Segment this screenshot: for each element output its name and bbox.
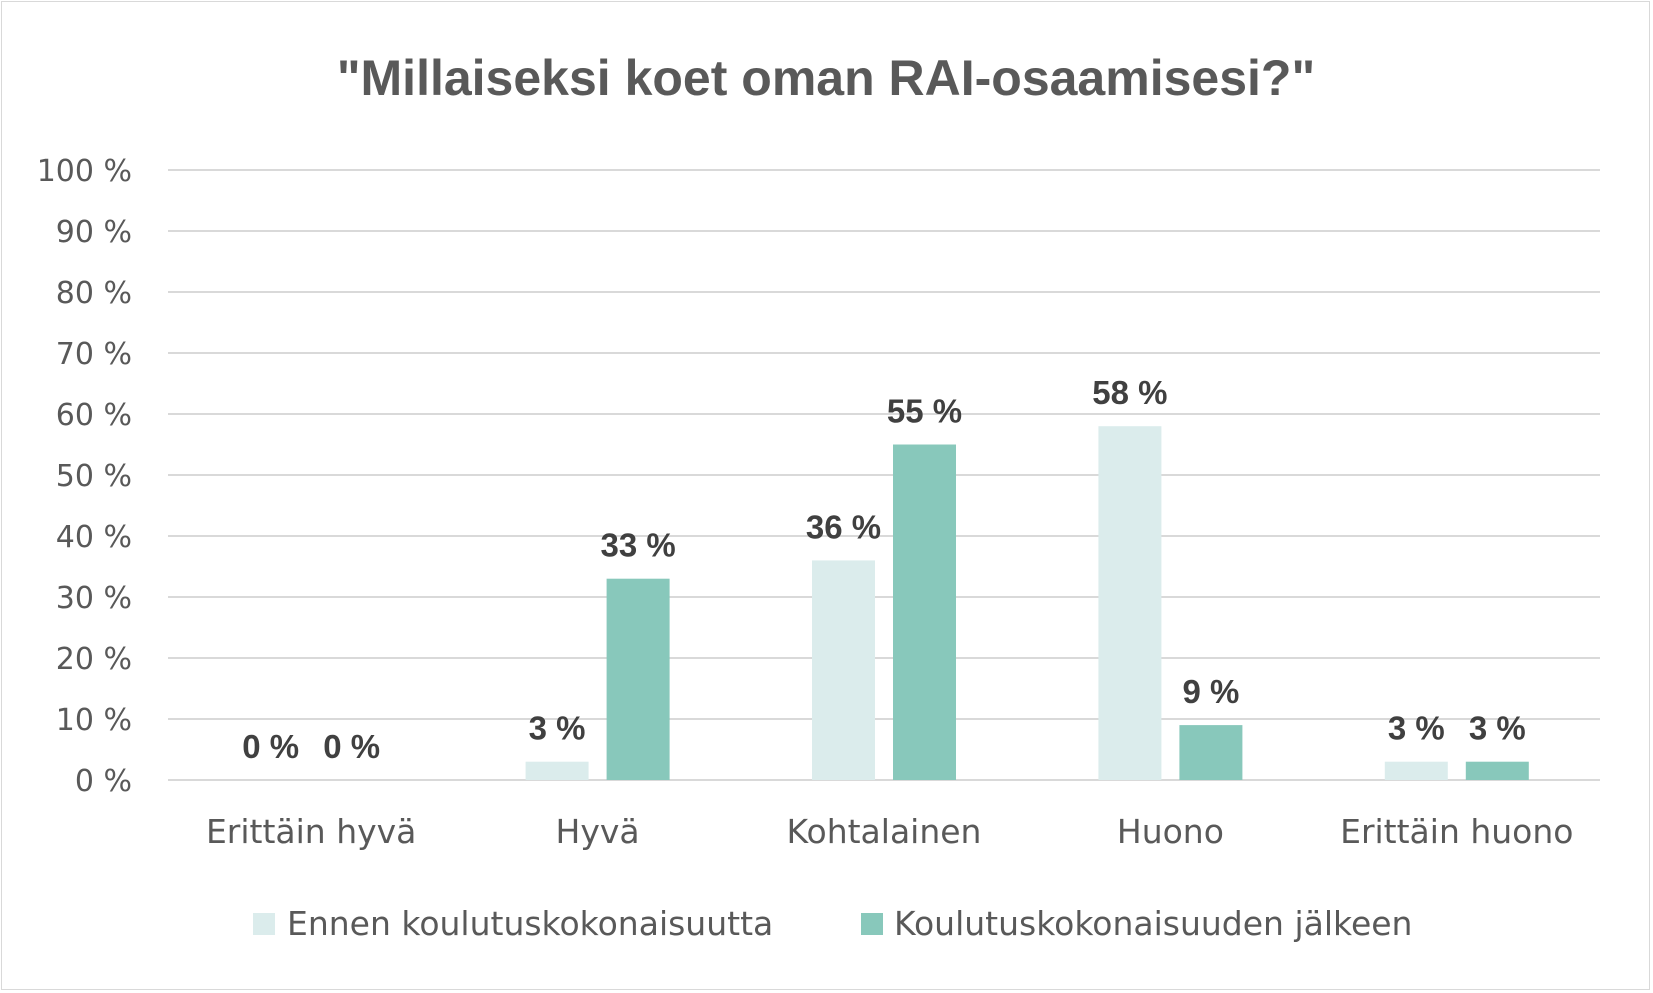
x-tick-label: Erittäin hyvä: [206, 812, 416, 851]
data-label: 33 %: [600, 527, 675, 564]
data-label: 9 %: [1182, 673, 1239, 710]
x-tick-label: Erittäin huono: [1340, 812, 1573, 851]
x-tick-label: Hyvä: [556, 812, 640, 851]
gridlines: [168, 169, 1600, 781]
y-tick-label: 100 %: [37, 154, 132, 189]
y-tick-label: 30 %: [56, 581, 132, 616]
x-tick-label: Huono: [1117, 812, 1224, 851]
x-axis-ticks: Erittäin hyvä Hyvä Kohtalainen Huono Erittäi…: [206, 812, 1574, 851]
legend-swatch: [253, 913, 275, 935]
bar: [525, 761, 589, 780]
y-tick-label: 80 %: [56, 276, 132, 311]
y-tick-label: 0 %: [75, 764, 132, 799]
data-label: 0 %: [242, 728, 299, 765]
y-axis-ticks: 0 % 10 % 20 % 30 % 40 % 50 % 60 % 70 % 80 % 90 % 1…: [37, 154, 132, 799]
bar: [893, 444, 956, 780]
legend-label: Koulutuskokonaisuuden jälkeen: [894, 904, 1412, 943]
y-tick-label: 70 %: [56, 337, 132, 372]
legend-label: Ennen koulutuskokonaisuutta: [287, 904, 773, 943]
data-label: 55 %: [887, 393, 962, 430]
bar: [812, 560, 875, 780]
bar: [606, 578, 670, 780]
x-tick-label: Kohtalainen: [787, 812, 982, 851]
legend: Ennen koulutuskokonaisuutta Koulutuskokon…: [253, 904, 1412, 943]
data-label: 58 %: [1092, 374, 1167, 411]
data-label: 3 %: [1469, 710, 1526, 747]
y-tick-label: 60 %: [56, 398, 132, 433]
chart-title: "Millaiseksi koet oman RAI-osaamisesi?": [337, 50, 1315, 106]
data-label: 3 %: [1388, 710, 1445, 747]
y-tick-label: 50 %: [56, 459, 132, 494]
bar: [1179, 725, 1243, 780]
data-labels: 0 % 0 % 3 % 33 % 36 % 55 % 58 % 9 % 3 % 3 %: [242, 374, 1525, 765]
bar: [1384, 761, 1448, 780]
data-label: 36 %: [806, 508, 881, 545]
y-tick-label: 40 %: [56, 520, 132, 555]
bar: [1465, 761, 1529, 780]
legend-swatch: [861, 913, 883, 935]
data-label: 3 %: [529, 710, 586, 747]
bar: [1098, 426, 1162, 780]
y-tick-label: 10 %: [56, 703, 132, 738]
y-tick-label: 20 %: [56, 642, 132, 677]
data-label: 0 %: [323, 728, 380, 765]
bars: [525, 426, 1529, 780]
y-tick-label: 90 %: [56, 215, 132, 250]
